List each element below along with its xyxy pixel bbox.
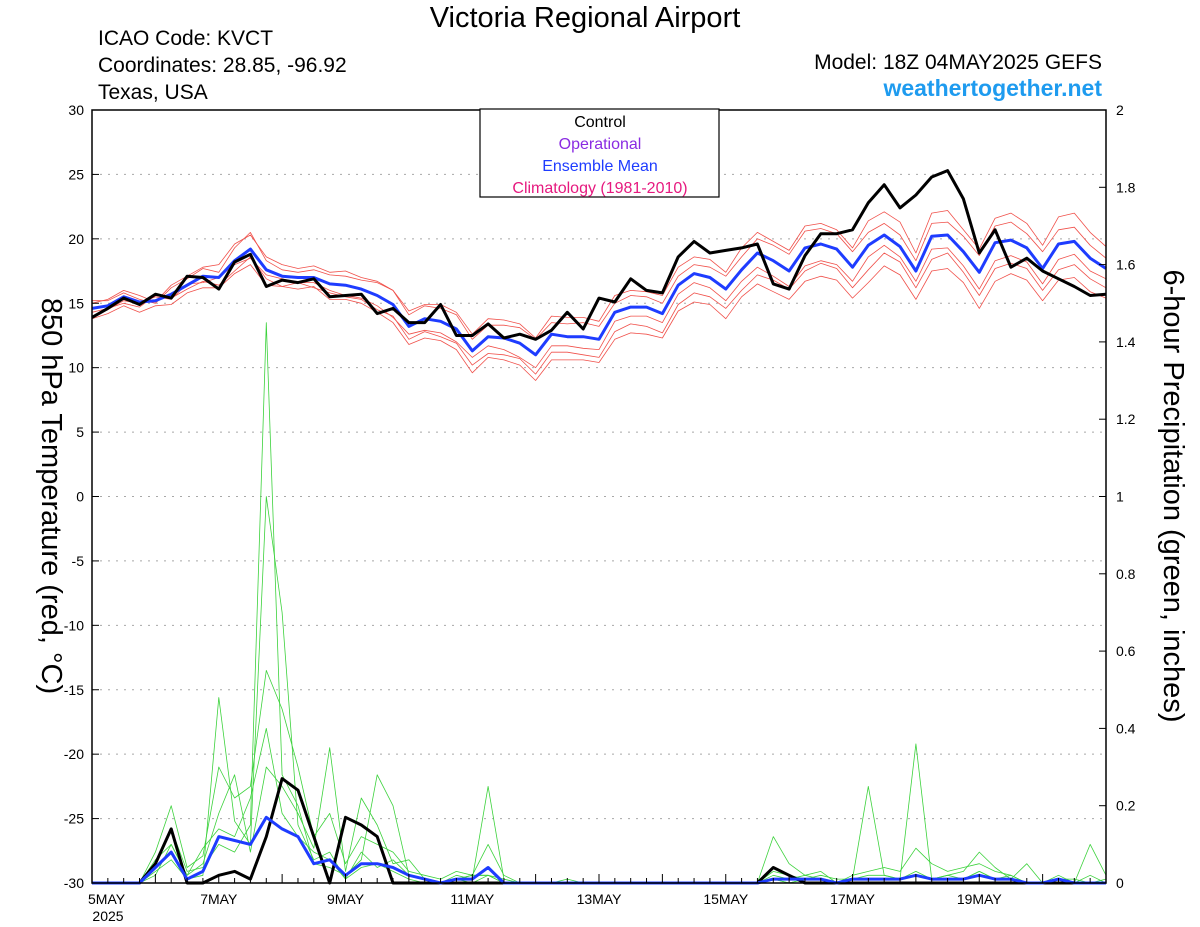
y-left-tick-label: 5 (76, 424, 84, 440)
temp-member-line (91, 264, 1107, 381)
grid (92, 173, 1106, 820)
x-tick-label: 11MAY (450, 891, 494, 907)
axes: 302520151050-5-10-15-20-25-3021.81.61.41… (64, 102, 1136, 907)
y-right-tick-label: 0.6 (1116, 643, 1136, 659)
y-right-tick-label: 0.8 (1116, 566, 1136, 582)
temp-member-line (91, 244, 1107, 369)
legend-operational: Operational (559, 136, 642, 153)
temperature-series (91, 169, 1107, 381)
x-tick-label: 19MAY (957, 891, 1003, 907)
x-tick-label: 17MAY (830, 891, 876, 907)
y-left-tick-label: -15 (64, 682, 84, 698)
x-tick-label: 9MAY (327, 891, 365, 907)
temp-member-line (92, 221, 1107, 340)
y-right-tick-label: 1.6 (1116, 257, 1136, 273)
y-left-axis-label: 850 hPa Temperature (red, °C) (35, 298, 67, 694)
model-run-label: Model: 18Z 04MAY2025 GEFS (814, 51, 1102, 74)
y-right-tick-label: 2 (1116, 102, 1124, 118)
x-tick-label: 7MAY (200, 891, 238, 907)
legend: Control Operational Ensemble Mean Climat… (479, 108, 720, 198)
y-right-tick-label: 1.4 (1116, 334, 1136, 350)
precip-member-line (92, 670, 1107, 884)
icao-code: ICAO Code: KVCT (98, 27, 274, 50)
y-left-tick-label: 10 (68, 360, 84, 376)
temp-member-line (91, 210, 1107, 339)
y-right-tick-label: 1.2 (1116, 411, 1136, 427)
y-right-tick-label: 1.8 (1116, 179, 1136, 195)
precip-control-line (92, 777, 1106, 885)
y-left-tick-label: 15 (68, 295, 84, 311)
coordinates: Coordinates: 28.85, -96.92 (98, 54, 347, 77)
y-left-tick-label: -25 (64, 811, 84, 827)
x-year-label: 2025 (92, 908, 123, 924)
precip-member-line (92, 322, 1106, 884)
y-left-tick-label: 20 (68, 231, 84, 247)
y-left-tick-label: -5 (72, 553, 85, 569)
region-label: Texas, USA (98, 81, 208, 104)
y-left-tick-label: -30 (64, 875, 84, 891)
precip-member-line (92, 728, 1107, 884)
y-right-axis-label: 6-hour Precipitation (green, inches) (1157, 270, 1189, 723)
y-right-tick-label: 0.2 (1116, 798, 1136, 814)
site-link[interactable]: weathertogether.net (883, 75, 1102, 101)
y-left-tick-label: 30 (68, 102, 84, 118)
y-left-tick-label: -10 (64, 617, 84, 633)
legend-control: Control (574, 114, 626, 131)
y-left-tick-label: 0 (76, 489, 84, 505)
chart-title: Victoria Regional Airport (429, 2, 741, 34)
y-right-tick-label: 0.4 (1116, 720, 1136, 736)
temp-ensemble-mean-line (91, 233, 1107, 357)
x-tick-label: 15MAY (703, 891, 749, 907)
x-tick-label: 5MAY (88, 891, 126, 907)
y-right-tick-label: 1 (1116, 489, 1124, 505)
y-left-tick-label: 25 (68, 166, 84, 182)
temp-member-line (91, 252, 1107, 375)
y-left-tick-label: -20 (64, 746, 84, 762)
legend-box (479, 108, 720, 198)
precipitation-series (92, 322, 1107, 885)
precip-member-line (92, 747, 1107, 884)
legend-ensemble-mean: Ensemble Mean (542, 158, 658, 175)
temp-control-line (91, 169, 1107, 341)
x-tick-label: 13MAY (577, 891, 623, 907)
legend-climatology: Climatology (1981-2010) (512, 180, 687, 197)
y-right-tick-label: 0 (1116, 875, 1124, 891)
precip-ensemble-mean-line (92, 815, 1106, 885)
